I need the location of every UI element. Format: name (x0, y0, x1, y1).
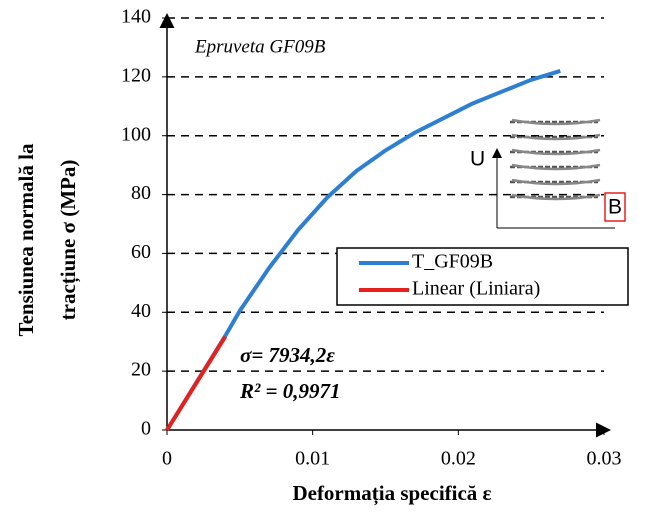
y-tick-label: 140 (121, 6, 151, 28)
y-tick-label: 0 (141, 418, 151, 440)
series-line (167, 337, 225, 430)
x-tick-label: 0 (162, 448, 172, 470)
y-tick-label: 80 (131, 182, 151, 204)
y-tick-label: 60 (131, 241, 151, 263)
legend-label: T_GF09B (412, 251, 493, 273)
legend-label: Linear (Liniara) (412, 278, 540, 300)
x-tick-label: 0.03 (587, 448, 622, 470)
r-squared: R² = 0,9971 (239, 379, 341, 403)
chart-title: Epruveta GF09B (194, 36, 326, 57)
y-tick-label: 120 (121, 64, 151, 86)
inset-label: B (608, 196, 622, 219)
x-tick-label: 0.01 (295, 448, 330, 470)
x-axis-label: Deformația specifică ε (292, 481, 491, 506)
page: {"chart_data": {"type": "line", "title":… (0, 0, 645, 519)
chart: Epruveta GF09B Deformația specifică ε Te… (0, 0, 645, 519)
inset-image: U B (470, 112, 625, 230)
y-axis-label: tracțiune σ (MPa) (56, 160, 81, 321)
y-tick-label: 20 (131, 359, 151, 381)
equation: σ= 7934,2ε (240, 343, 335, 367)
y-tick-label: 100 (121, 123, 151, 145)
y-tick-label: 40 (131, 300, 151, 322)
x-tick-label: 0.02 (441, 448, 476, 470)
y-axis-label: Tensiunea normală la (14, 143, 38, 336)
inset-label: U (470, 148, 485, 171)
